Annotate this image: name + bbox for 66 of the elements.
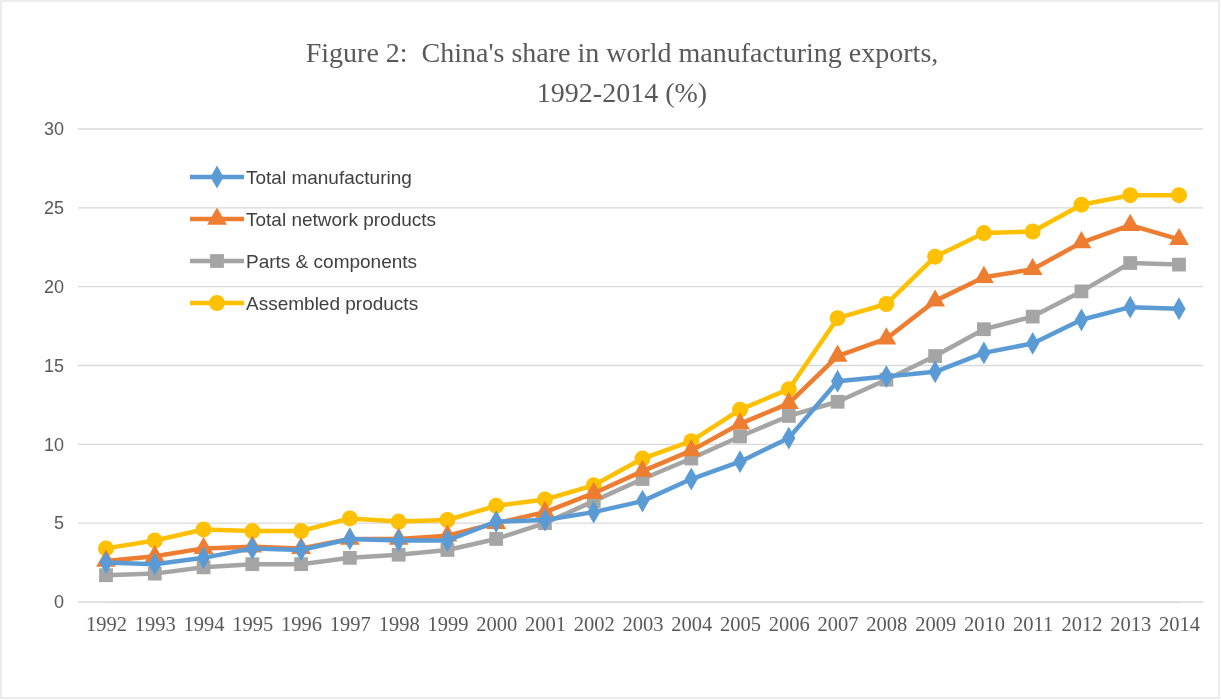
y-tick-label: 15 xyxy=(43,355,64,376)
point xyxy=(489,532,504,546)
x-tick-label: 2000 xyxy=(476,612,518,635)
x-tick-label: 1998 xyxy=(378,612,420,635)
point xyxy=(927,248,944,265)
point xyxy=(878,296,895,312)
point xyxy=(977,322,991,337)
x-tick-label: 2005 xyxy=(720,612,762,635)
legend-label: Parts & components xyxy=(246,251,418,272)
point xyxy=(245,557,260,572)
point xyxy=(1024,223,1041,240)
x-tick-label: 1995 xyxy=(232,612,274,635)
point xyxy=(390,513,407,530)
point xyxy=(732,401,749,418)
x-tick-label: 2011 xyxy=(1013,612,1054,635)
point xyxy=(391,547,406,562)
point xyxy=(293,523,310,540)
point xyxy=(780,381,797,398)
point xyxy=(1122,187,1139,204)
legend-label: Total manufacturing xyxy=(246,167,412,188)
point xyxy=(244,523,261,540)
y-tick-label: 5 xyxy=(53,513,64,534)
x-tick-label: 1993 xyxy=(134,612,176,635)
y-tick-label: 25 xyxy=(43,198,64,219)
point xyxy=(439,512,456,528)
x-tick-label: 2009 xyxy=(915,612,957,635)
point xyxy=(1171,187,1187,204)
x-tick-label: 1996 xyxy=(281,612,323,635)
chart-title: Figure 2: China's share in world manufacturing exports, 1992-2014 (%) xyxy=(305,37,939,108)
y-tick-label: 0 xyxy=(53,592,64,613)
point xyxy=(342,550,357,565)
x-tick-label: 2002 xyxy=(573,612,615,635)
x-tick-label: 2012 xyxy=(1061,612,1103,635)
point xyxy=(1025,309,1040,324)
x-tick-label: 2006 xyxy=(768,612,810,635)
y-tick-label: 20 xyxy=(43,276,64,297)
point xyxy=(830,394,845,409)
x-tick-label: 2007 xyxy=(817,612,859,635)
x-tick-label: 2010 xyxy=(963,612,1005,635)
point xyxy=(975,225,992,242)
point xyxy=(195,521,212,538)
x-tick-label: 1999 xyxy=(427,612,469,635)
x-tick-label: 2013 xyxy=(1110,612,1152,635)
x-tick-label: 1994 xyxy=(183,612,225,635)
legend-label: Assembled products xyxy=(246,293,419,314)
y-tick-label: 10 xyxy=(43,434,64,455)
x-tick-label: 1997 xyxy=(329,612,371,635)
x-tick-label: 2001 xyxy=(524,612,566,635)
x-tick-label: 1992 xyxy=(86,612,127,635)
point xyxy=(928,349,943,363)
point xyxy=(488,497,505,514)
legend-label: Total network products xyxy=(246,209,437,230)
point xyxy=(146,532,163,549)
x-tick-label: 2004 xyxy=(671,612,713,635)
point xyxy=(341,510,358,527)
point xyxy=(733,429,747,444)
point xyxy=(1172,257,1186,272)
point xyxy=(781,409,796,423)
y-tick-label: 30 xyxy=(43,119,64,140)
point xyxy=(1123,256,1138,270)
point xyxy=(294,557,308,572)
point xyxy=(829,310,846,327)
point xyxy=(1073,196,1090,213)
x-tick-label: 2014 xyxy=(1159,612,1200,635)
x-tick-label: 2003 xyxy=(622,612,664,635)
x-tick-label: 2008 xyxy=(866,612,908,635)
